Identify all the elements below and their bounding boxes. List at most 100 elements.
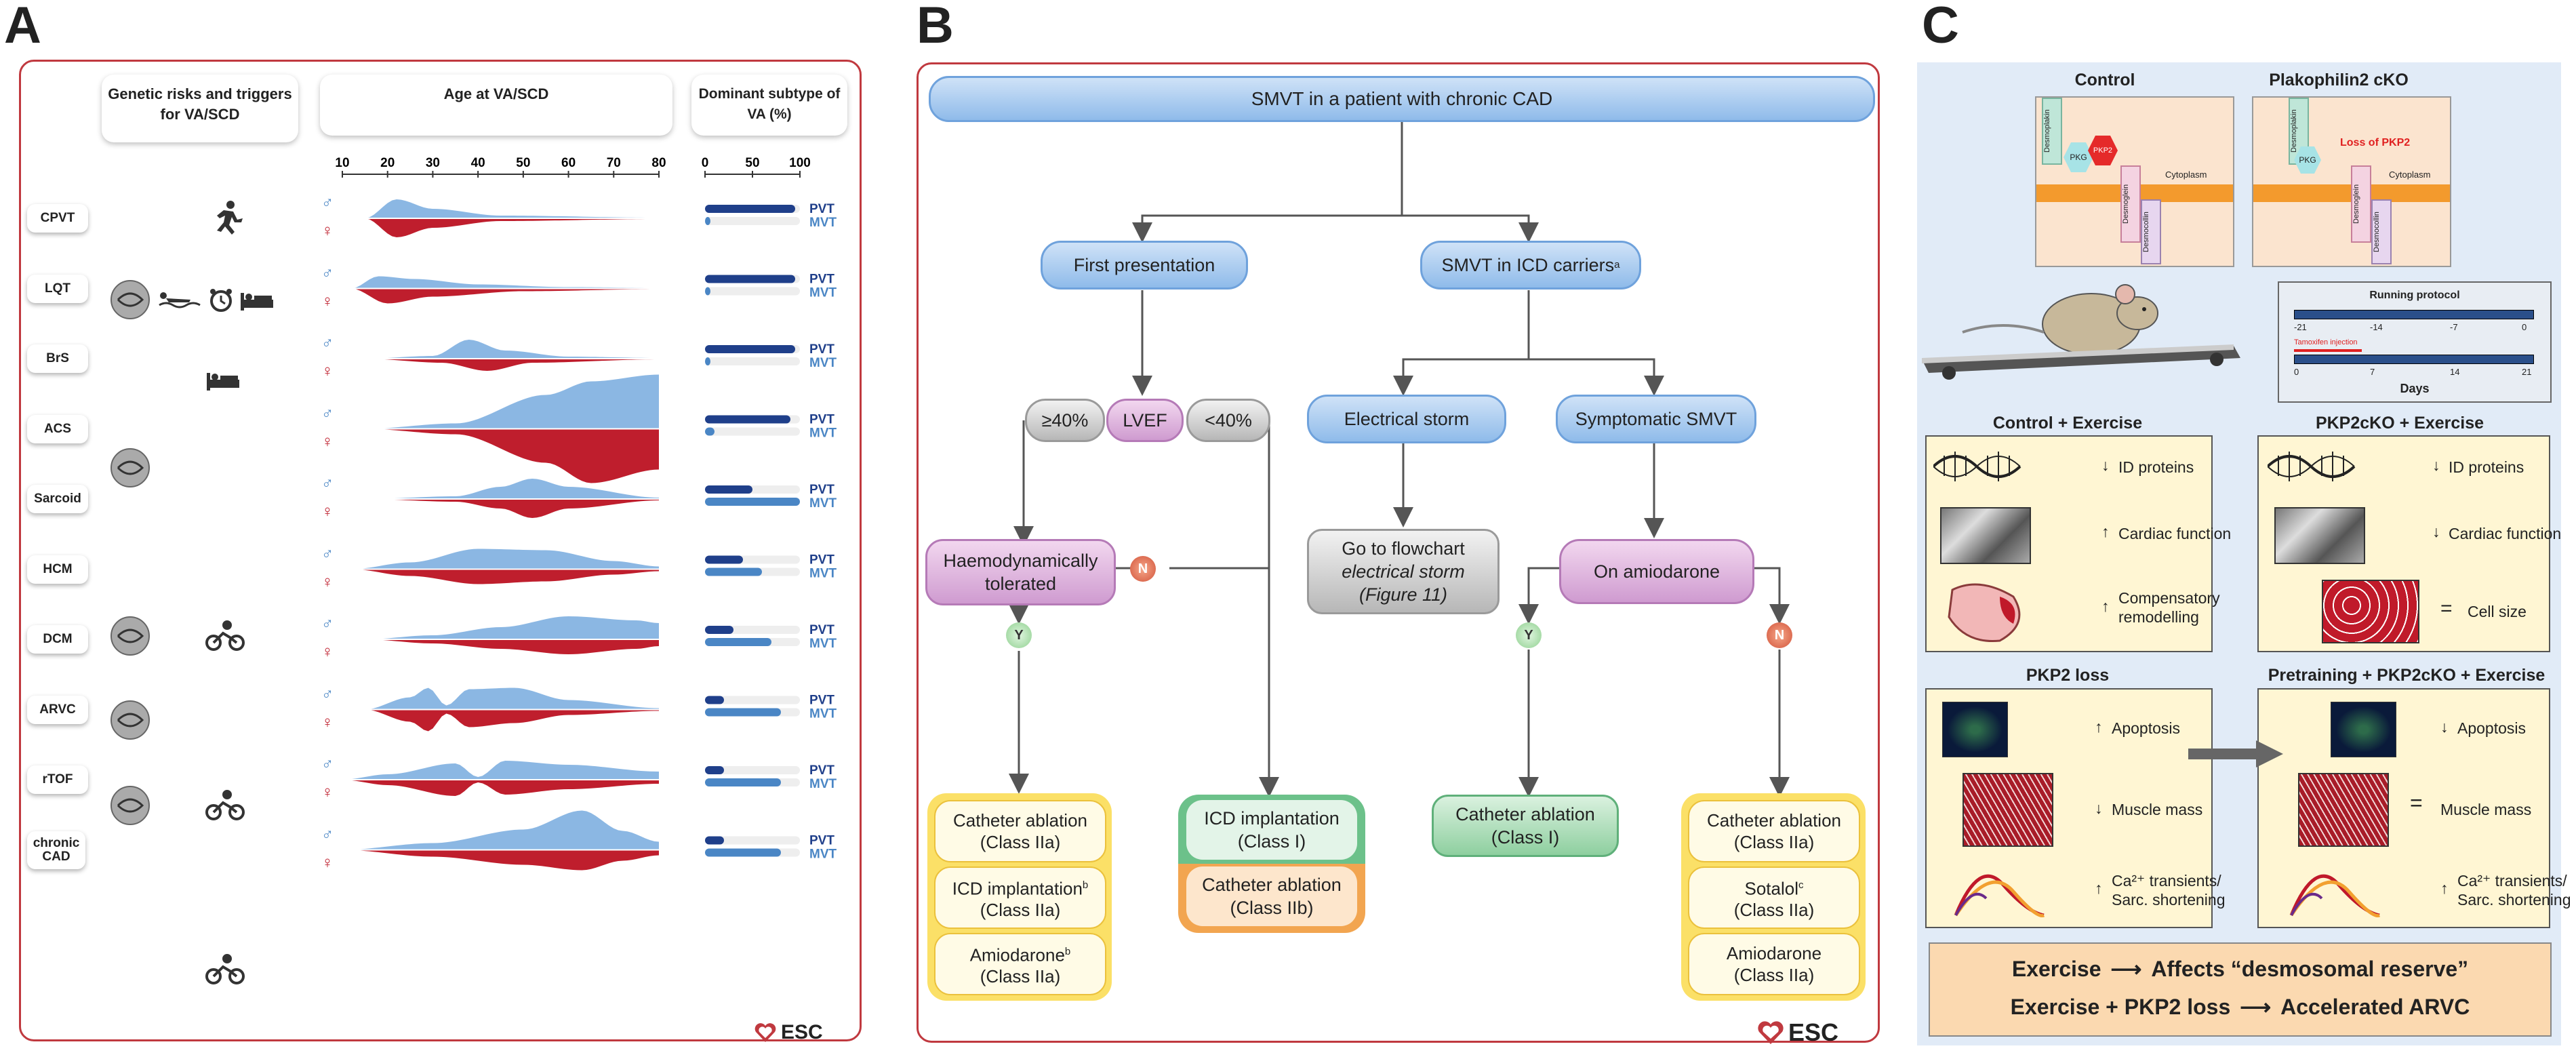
panel-c-label: C — [1922, 0, 1959, 54]
age-tick-label: 60 — [561, 156, 576, 170]
mvt-label: MVT — [809, 496, 837, 511]
male-symbol: ♂ — [321, 755, 334, 773]
pkg-cko: PKG — [2294, 146, 2321, 174]
pvt-label: PVT — [809, 694, 834, 708]
pre-ca: Ca²⁺ transients/Sarc. shortening — [2457, 872, 2571, 909]
mvt-label: MVT — [809, 216, 837, 230]
esc-logo-b: ESC — [1757, 1018, 1838, 1047]
heart-icon — [754, 1023, 776, 1042]
mvt-label: MVT — [809, 777, 837, 791]
female-distribution — [342, 709, 659, 732]
heart-organ-icon — [1948, 583, 2021, 643]
male-symbol: ♂ — [321, 334, 334, 352]
header-age: Age at VA/SCD — [320, 75, 672, 136]
ca-curves-1 — [1954, 874, 2045, 918]
female-symbol: ♀ — [321, 853, 334, 872]
node-top: SMVT in a patient with chronic CAD — [929, 76, 1875, 122]
esc-logo-a: ESC — [754, 1021, 823, 1044]
pkp2-cell-size: Cell size — [2468, 603, 2527, 620]
pre-arrow-up: ↑ — [2440, 879, 2449, 897]
mvt-label: MVT — [809, 847, 837, 862]
muscle-image-2 — [2298, 773, 2389, 847]
pkp2-arrow-down-1: ↓ — [2432, 456, 2440, 474]
mvt-bar — [705, 848, 781, 857]
pre-muscle-mass: Muscle mass — [2440, 801, 2532, 818]
apoptosis-image-2 — [2331, 702, 2396, 757]
pvt-bar — [705, 696, 724, 704]
days-label: Days — [2400, 382, 2430, 395]
ctrl-compensatory: Compensatory remodelling — [2118, 589, 2220, 626]
pvt-bar — [705, 555, 743, 564]
right_box-item: Catheter ablation (Class IIa) — [1688, 800, 1860, 862]
male-distribution — [342, 276, 659, 289]
dna-strand-icon — [1933, 452, 2021, 481]
node-electrical-storm: Electrical storm — [1307, 395, 1506, 443]
loss-ca: Ca²⁺ transients/Sarc. shortening — [2112, 872, 2226, 909]
row-label: BrS — [27, 344, 88, 373]
pvt-bar — [705, 626, 733, 634]
pkp2-cardiac: Cardiac function — [2449, 525, 2562, 542]
node-first-presentation: First presentation — [1041, 241, 1248, 290]
pre-arrow-down: ↓ — [2440, 718, 2449, 736]
loss-arrow-up: ↑ — [2095, 718, 2103, 736]
female-symbol: ♀ — [321, 502, 334, 521]
row-label: CPVT — [27, 204, 88, 233]
left_box-item: Catheter ablation (Class IIa) — [934, 800, 1106, 862]
female-distribution — [342, 218, 659, 237]
panel-a-label: A — [4, 0, 41, 54]
pvt-bar — [705, 836, 724, 845]
row-label: ARVC — [27, 695, 88, 724]
pkp2-arrow-down-2: ↓ — [2432, 523, 2440, 540]
control-desmosome: Desmoplakin PKG PKP2 Desmoglein Desmocol… — [2035, 96, 2234, 267]
panel-b-label: B — [917, 0, 954, 54]
female-distribution — [342, 850, 659, 871]
mvt-label: MVT — [809, 356, 837, 370]
row-label: ACS — [27, 414, 88, 443]
pvt-bar — [705, 345, 795, 353]
age-tick-label: 80 — [651, 156, 666, 170]
cyclist-icon-cad — [205, 954, 245, 984]
header-subtype: Dominant subtype of VA (%) — [691, 75, 847, 136]
pct-tick-label: 0 — [702, 156, 709, 170]
running-protocol: Running protocol -21 -14 -7 0 Tamoxifen inj… — [2278, 281, 2552, 403]
age-tick-label: 30 — [426, 156, 440, 170]
title-ctrl-ex: Control + Exercise — [1992, 414, 2143, 433]
cytoplasm-label-cko: Cytoplasm — [2389, 169, 2431, 180]
mvt-bar — [705, 357, 710, 365]
row-label: HCM — [27, 555, 88, 584]
right_box-item: Sotalolc (Class IIa) — [1688, 866, 1860, 929]
pvt-label: PVT — [809, 834, 834, 848]
mvt-label: MVT — [809, 567, 837, 581]
male-symbol: ♂ — [321, 403, 334, 422]
pct-tick-label: 100 — [789, 156, 811, 170]
female-symbol: ♀ — [321, 292, 334, 311]
ca-curves-2 — [2289, 874, 2381, 918]
node-ge40: ≥40% — [1025, 399, 1105, 442]
female-symbol: ♀ — [321, 432, 334, 451]
row-label: Sarcoid — [27, 485, 88, 513]
node-on-amiodarone: On amiodarone — [1559, 539, 1754, 604]
pvt-label: PVT — [809, 342, 834, 357]
alarm-clock-icon — [210, 289, 232, 312]
y-circle-1: Y — [1006, 622, 1032, 648]
pvt-label: PVT — [809, 413, 834, 427]
panel-a-chart: 10 20 30 40 50 60 70 80 0 50 100 PVTMVTPVTMVTPVTM… — [335, 156, 837, 871]
tamoxifen-label: Tamoxifen injection — [2294, 338, 2358, 346]
age-distributions — [342, 199, 659, 871]
female-symbol: ♀ — [321, 572, 334, 591]
female-symbol: ♀ — [321, 783, 334, 801]
mvt-label: MVT — [809, 286, 837, 300]
pvt-bar — [705, 205, 795, 213]
esc-text-b: ESC — [1788, 1018, 1839, 1046]
row-label: chronic CAD — [27, 831, 85, 869]
row-label: rTOF — [27, 765, 88, 794]
male-distribution — [342, 687, 659, 710]
node-lt40: <40% — [1186, 399, 1270, 442]
left_box-item: Amiodaroneb (Class IIa) — [934, 933, 1106, 995]
trigger-icons — [110, 201, 273, 984]
n-circle-2: N — [1767, 622, 1792, 648]
mvt-bar — [705, 287, 710, 296]
running-title: Running protocol — [2369, 290, 2460, 301]
loss-apoptosis: Apoptosis — [2112, 719, 2181, 737]
